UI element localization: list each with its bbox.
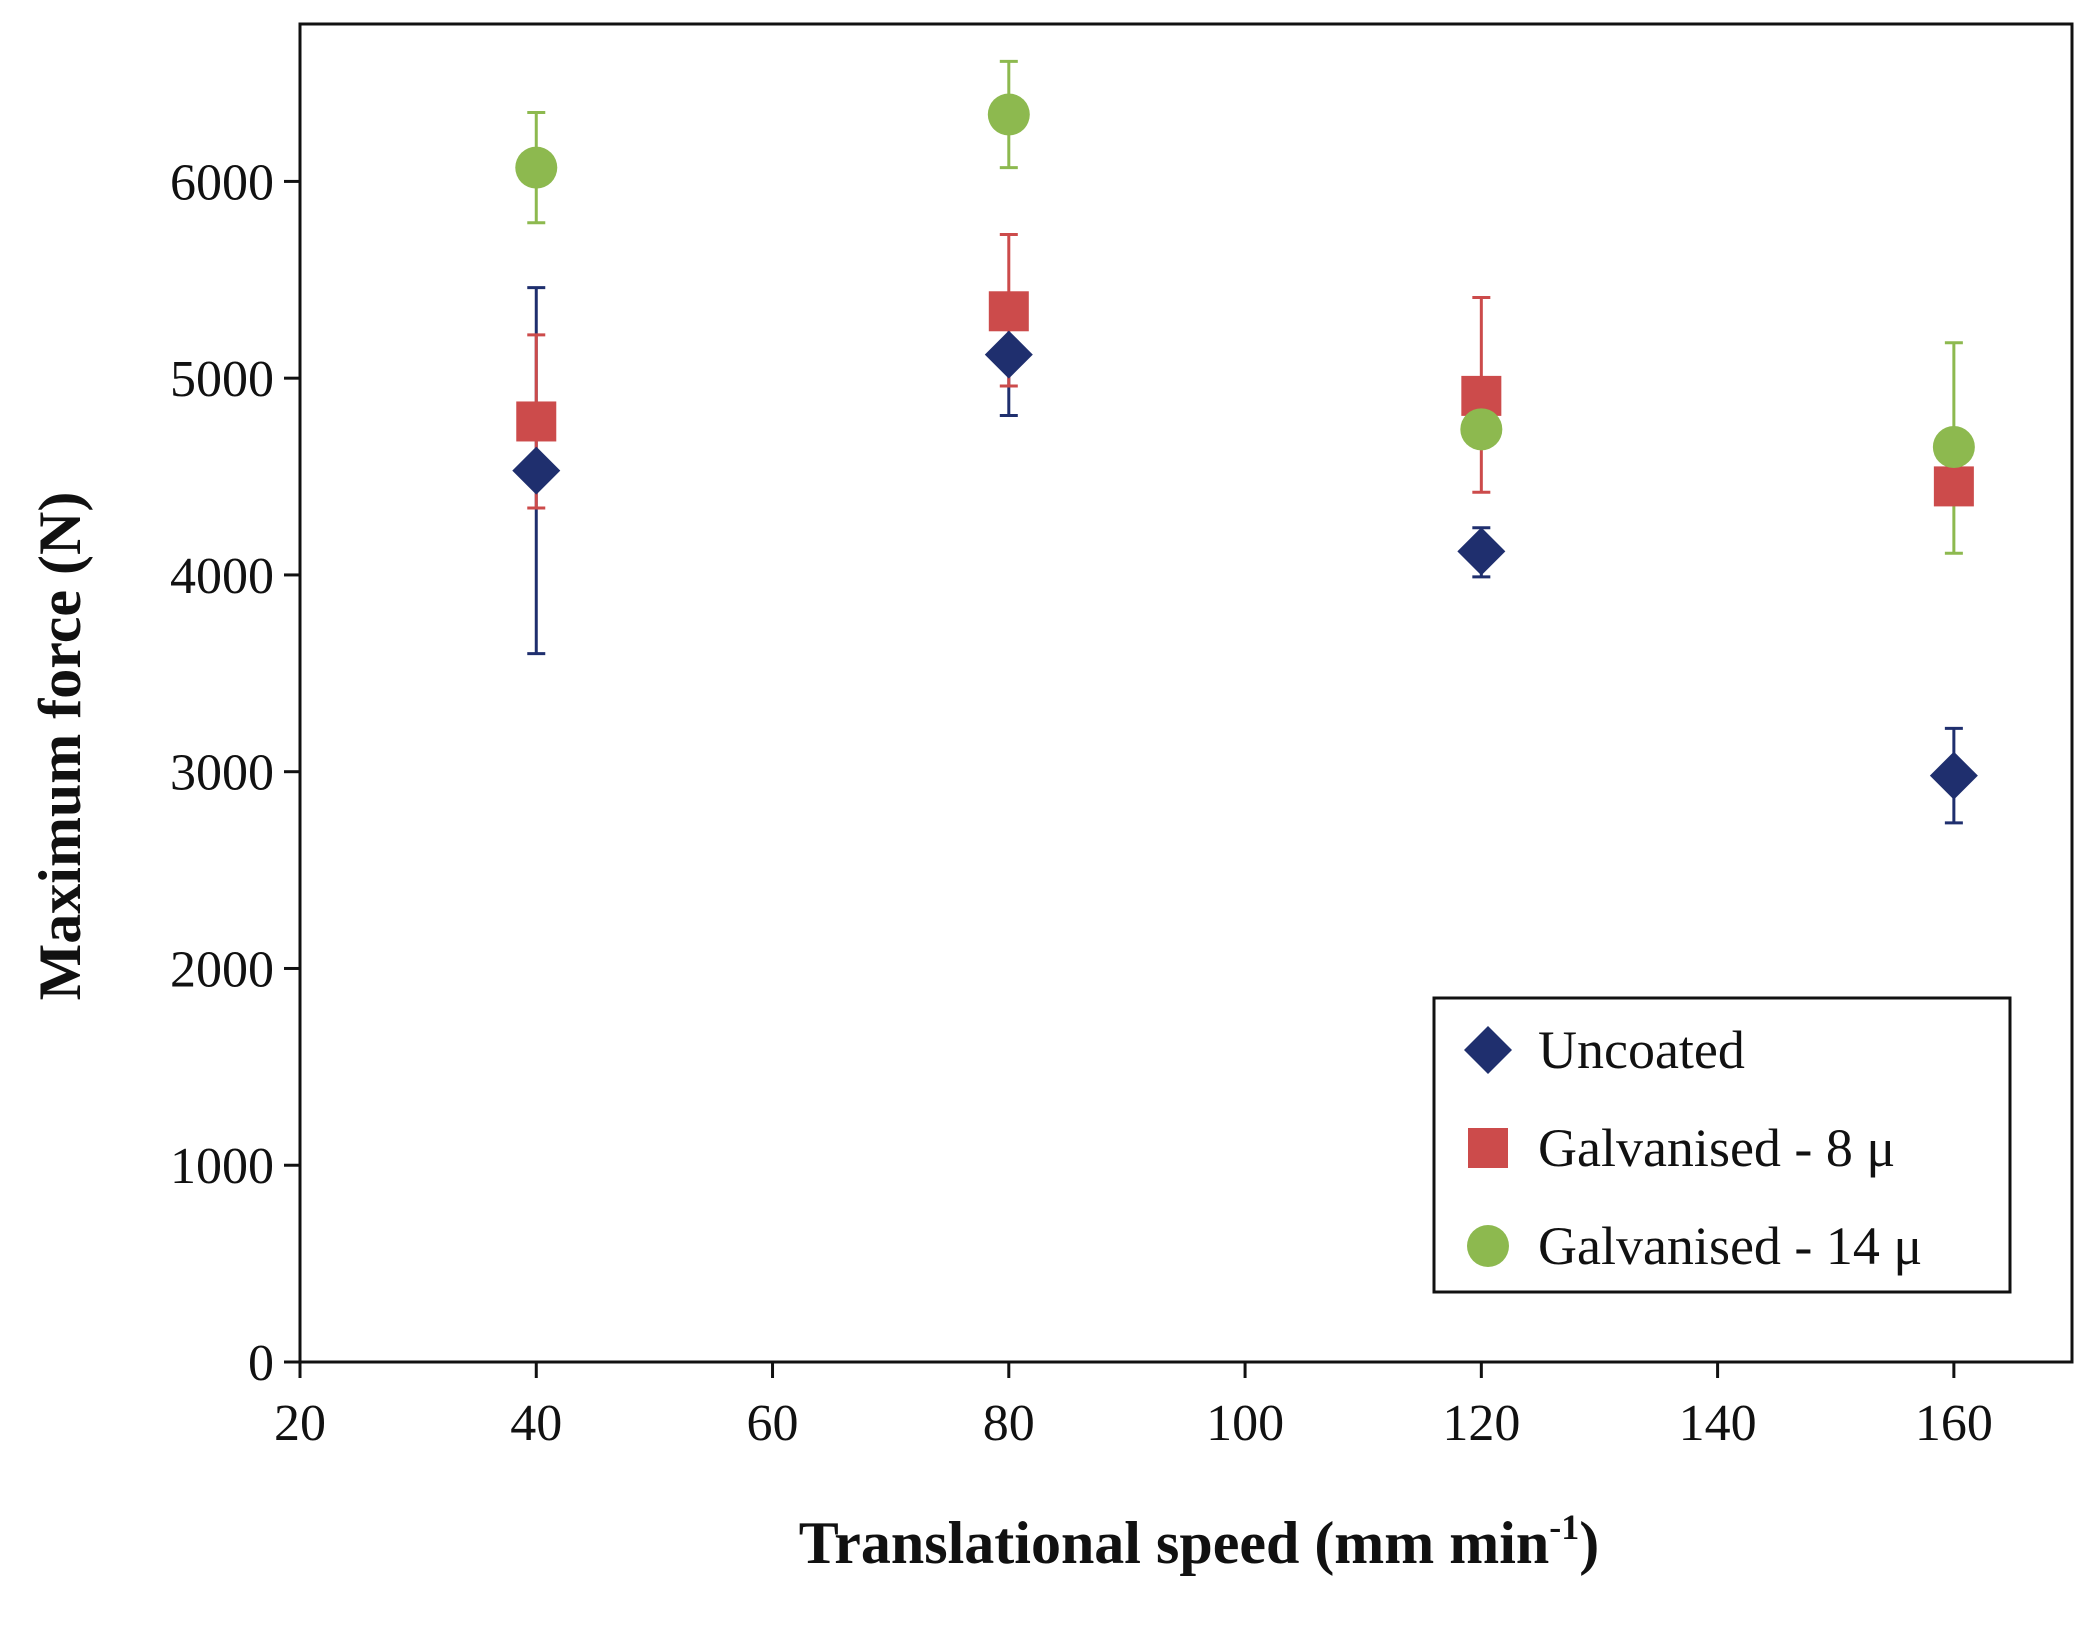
x-tick-label-20: 20 [274,1395,326,1452]
legend-label-0: Uncoated [1538,1020,1745,1080]
plot-frame [298,22,2074,1364]
y-tick-label-3000: 3000 [170,745,274,802]
data-point-series2-x120 [1460,408,1503,451]
data-point-series1-x160 [1933,466,1974,507]
legend-marker-1 [1468,1128,1508,1168]
ticks-group: 20 40 60 80 100 120 140 160 0 1000 2000 3000 4000 500… [170,154,1993,1452]
y-tick-label-6000: 6000 [170,154,274,211]
x-tick-label-100: 100 [1206,1395,1284,1452]
x-tick-label-120: 120 [1442,1395,1520,1452]
y-axis-title: Maximum force (N) [27,492,93,1001]
x-tick-label-140: 140 [1679,1395,1757,1452]
data-point-series1-x80 [988,291,1029,332]
data-point-series2-x160 [1932,426,1975,469]
axes-group [298,22,2074,1364]
data-point-series0-x160 [1929,751,1978,800]
data-point-series0-x40 [512,446,561,495]
y-tick-label-5000: 5000 [170,351,274,408]
legend-marker-0 [1464,1026,1512,1074]
legend-label-2: Galvanised - 14 μ [1538,1216,1922,1276]
legend-box [1432,996,2012,1294]
data-point-series2-x80 [987,93,1030,136]
data-point-series0-x120 [1457,527,1506,576]
x-tick-label-60: 60 [747,1395,799,1452]
x-tick-label-40: 40 [510,1395,562,1452]
y-tick-label-0: 0 [248,1335,274,1392]
y-tick-label-2000: 2000 [170,941,274,998]
y-tick-label-4000: 4000 [170,548,274,605]
data-point-series2-x40 [515,146,558,189]
x-tick-label-80: 80 [983,1395,1035,1452]
y-tick-label-1000: 1000 [170,1138,274,1195]
data-point-series0-x80 [984,330,1033,379]
data-points-group [512,93,1978,800]
legend-marker-2 [1467,1225,1509,1267]
x-axis-title-main: Translational speed (mm min [799,1510,1550,1576]
x-axis-title: Translational speed (mm min-1) [799,1507,1600,1576]
x-axis-title-superscript: -1 [1549,1507,1579,1547]
legend: Uncoated Galvanised - 8 μ Galvanised - 14 … [1432,996,2012,1294]
error-bars-group [527,59,1963,825]
legend-label-1: Galvanised - 8 μ [1538,1118,1895,1178]
x-axis-title-suffix: ) [1579,1510,1599,1576]
x-tick-label-160: 160 [1915,1395,1993,1452]
data-point-series1-x40 [516,401,557,442]
